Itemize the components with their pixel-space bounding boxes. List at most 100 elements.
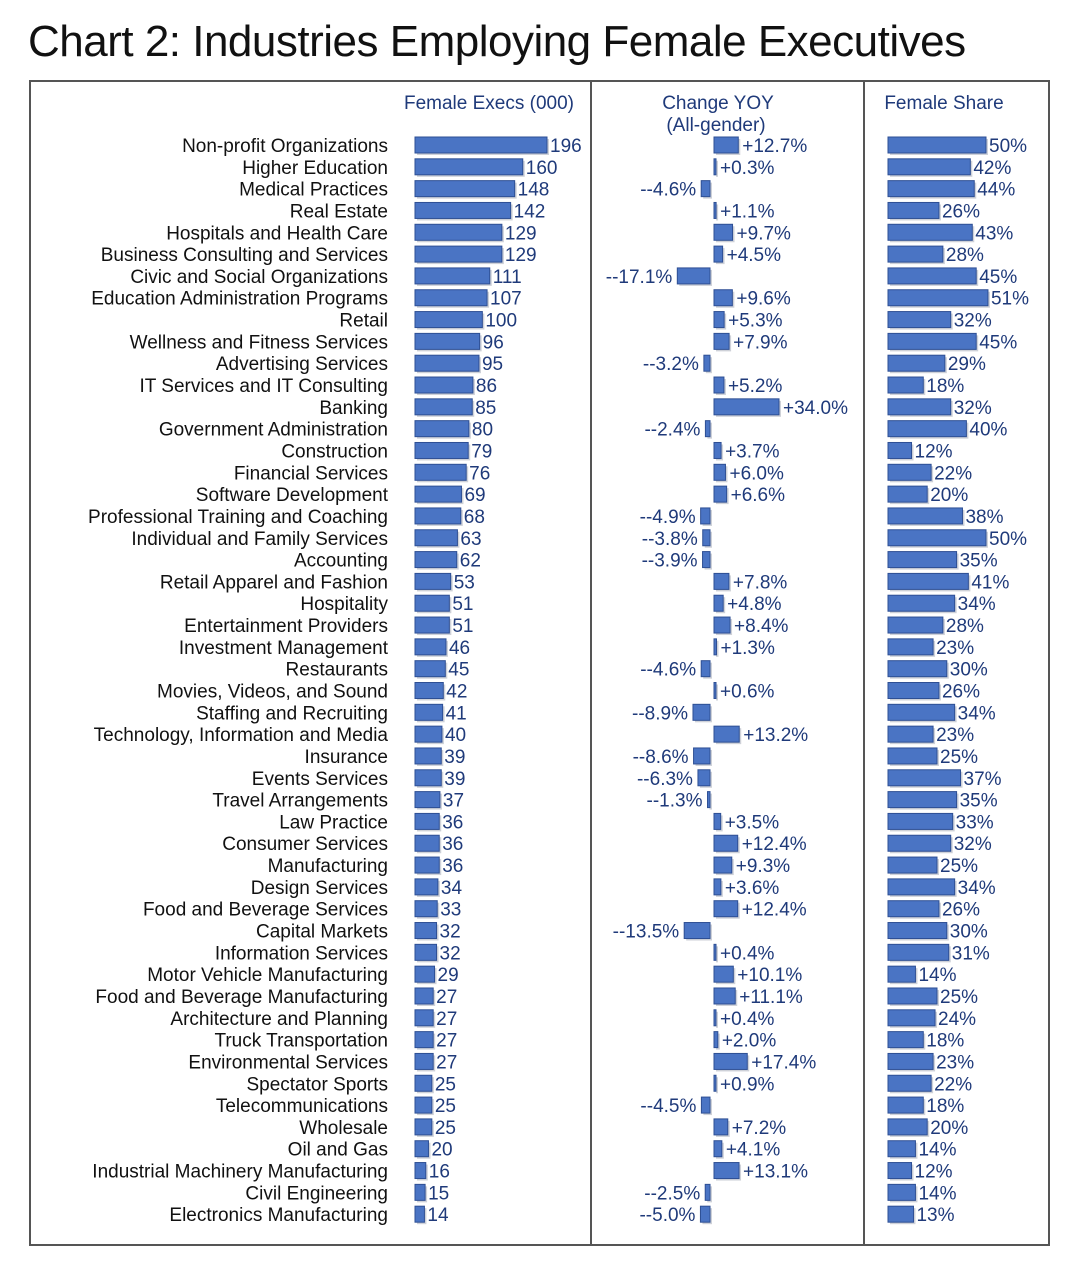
change-value-label: +0.9%: [720, 1074, 775, 1095]
execs-bar: [414, 136, 548, 154]
execs-bar: [414, 551, 458, 569]
chart-rows: Non-profit Organizations 196 +12.7% 50% High…: [88, 136, 1029, 1226]
share-bar: [887, 660, 948, 678]
execs-value-label: 27: [436, 1052, 457, 1073]
share-bar: [887, 1031, 924, 1049]
change-bar: [713, 638, 717, 656]
execs-bar: [414, 201, 512, 219]
execs-bar: [414, 1118, 433, 1136]
category-label: Wellness and Fitness Services: [130, 332, 388, 353]
execs-bar: [414, 245, 503, 263]
change-value-label: --3.8%: [642, 529, 698, 550]
share-bar: [887, 529, 987, 547]
share-bar: [887, 551, 958, 569]
execs-bar: [414, 791, 441, 809]
share-bar: [887, 398, 952, 416]
execs-value-label: 25: [435, 1074, 456, 1095]
execs-bar: [414, 725, 443, 743]
change-bar: [713, 289, 733, 307]
execs-bar: [414, 965, 436, 983]
execs-value-label: 129: [505, 223, 537, 244]
share-value-label: 20%: [930, 1118, 968, 1139]
execs-value-label: 33: [440, 900, 461, 921]
change-value-label: --6.3%: [637, 769, 693, 790]
share-bar: [887, 354, 946, 372]
execs-value-label: 62: [460, 551, 481, 572]
change-bar: [700, 180, 711, 198]
execs-bar: [414, 398, 473, 416]
execs-value-label: 69: [464, 485, 485, 506]
category-label: Government Administration: [159, 420, 388, 441]
category-label: Events Services: [252, 769, 388, 790]
change-bar: [699, 1205, 711, 1223]
change-bar: [713, 1140, 723, 1158]
execs-bar: [414, 1052, 434, 1070]
change-value-label: --4.5%: [640, 1096, 696, 1117]
execs-value-label: 32: [440, 922, 461, 943]
change-value-label: --2.4%: [644, 420, 700, 441]
execs-value-label: 15: [428, 1183, 449, 1204]
execs-bar: [414, 267, 491, 285]
category-label: Truck Transportation: [214, 1031, 388, 1052]
share-value-label: 32%: [954, 834, 992, 855]
share-bar: [887, 638, 934, 656]
category-label: Hospitality: [300, 594, 388, 615]
change-bar-shadow: [716, 160, 718, 177]
share-value-label: 26%: [942, 682, 980, 703]
change-value-label: +7.8%: [733, 572, 788, 593]
share-value-label: 37%: [964, 769, 1002, 790]
execs-value-label: 40: [445, 725, 466, 746]
execs-value-label: 36: [442, 812, 463, 833]
share-value-label: 23%: [936, 638, 974, 659]
change-value-label: +9.6%: [736, 289, 791, 310]
category-label: Accounting: [294, 551, 388, 572]
change-value-label: +5.2%: [728, 376, 783, 397]
execs-value-label: 51: [452, 594, 473, 615]
share-bar: [887, 136, 987, 154]
execs-bar: [414, 682, 444, 699]
change-bar: [713, 900, 739, 918]
share-value-label: 34%: [958, 594, 996, 615]
execs-value-label: 36: [442, 834, 463, 855]
share-value-label: 35%: [960, 551, 998, 572]
share-bar: [887, 572, 969, 590]
share-value-label: 29%: [948, 354, 986, 375]
category-label: Real Estate: [290, 201, 388, 222]
change-bar: [700, 660, 711, 678]
share-value-label: 32%: [954, 311, 992, 332]
execs-bar: [414, 332, 481, 350]
change-value-label: +9.7%: [737, 223, 792, 244]
execs-bar: [414, 1009, 434, 1027]
share-value-label: 20%: [930, 485, 968, 506]
execs-value-label: 36: [442, 856, 463, 877]
share-value-label: 14%: [918, 965, 956, 986]
share-value-label: 25%: [940, 856, 978, 877]
category-label: Movies, Videos, and Sound: [157, 682, 388, 703]
change-bar-shadow: [716, 204, 719, 221]
chart-frame: [29, 80, 1050, 1246]
execs-value-label: 45: [448, 660, 469, 681]
share-bar: [887, 1183, 916, 1201]
execs-bar: [414, 616, 450, 634]
share-value-label: 50%: [989, 529, 1027, 550]
category-label: Manufacturing: [268, 856, 388, 877]
change-value-label: +3.6%: [725, 878, 780, 899]
change-value-label: +5.3%: [728, 311, 783, 332]
share-bar: [887, 1052, 934, 1070]
share-bar: [887, 878, 956, 896]
change-value-label: +13.2%: [743, 725, 808, 746]
share-value-label: 23%: [936, 725, 974, 746]
change-value-label: --5.0%: [639, 1205, 695, 1226]
category-label: Environmental Services: [188, 1052, 388, 1073]
category-label: Construction: [281, 441, 388, 462]
change-value-label: +4.5%: [727, 245, 782, 266]
category-label: Civil Engineering: [245, 1183, 388, 1204]
change-value-label: +1.3%: [720, 638, 775, 659]
change-bar-shadow: [716, 1011, 718, 1028]
execs-bar: [414, 485, 462, 503]
share-value-label: 18%: [926, 1031, 964, 1052]
change-value-label: +7.9%: [733, 332, 788, 353]
share-value-label: 18%: [926, 376, 964, 397]
share-bar: [887, 311, 952, 329]
execs-bar: [414, 463, 467, 481]
